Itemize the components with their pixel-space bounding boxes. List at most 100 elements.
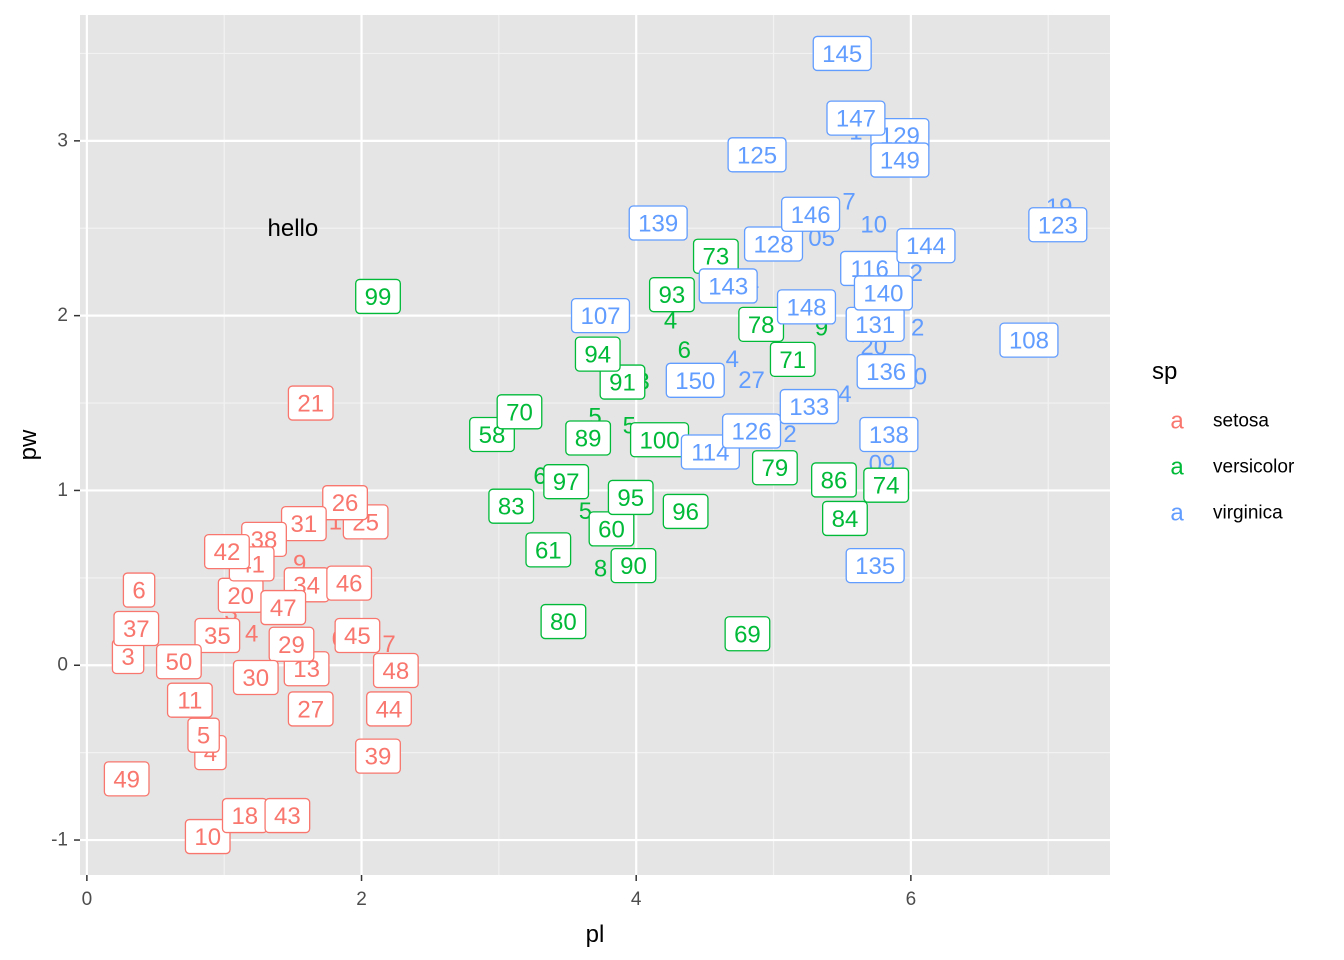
point-label-box [496, 394, 543, 430]
point-label-box [727, 137, 787, 173]
point-label: 50 [155, 644, 202, 680]
point-label: 69 [724, 616, 771, 652]
overlapped-point-label: 7 [382, 631, 395, 658]
legend-label: versicolor [1213, 457, 1295, 478]
legend-label: setosa [1213, 411, 1269, 432]
point-label: 148 [776, 289, 837, 325]
point-label-box [845, 547, 905, 584]
point-label-text: 128 [754, 231, 794, 258]
point-label: 73 [692, 238, 739, 274]
point-label: 97 [543, 464, 590, 500]
point-label-text: 145 [822, 41, 862, 68]
point-label: 3 [111, 638, 145, 675]
point-label-box [287, 691, 334, 727]
point-label-box [366, 691, 412, 727]
point-label-text: 96 [672, 499, 699, 526]
point-label-text: 143 [708, 273, 748, 300]
point-label: 138 [859, 416, 919, 453]
legend-key: a [1170, 454, 1184, 481]
point-label-text: 146 [791, 202, 831, 229]
point-label-text: 26 [332, 490, 359, 517]
point-label: 27 [287, 691, 334, 727]
point-label: 133 [779, 388, 839, 425]
point-label-text: 91 [609, 370, 636, 397]
y-tick-label: 1 [57, 480, 68, 501]
point-label-text: 131 [855, 312, 895, 339]
grid-major [80, 15, 1110, 875]
y-tick-label: 0 [57, 655, 68, 676]
point-label: 147 [826, 100, 886, 136]
overlapped-point-label: 10 [860, 211, 887, 238]
overlapped-point-label: 4 [838, 381, 851, 408]
point-label-box [287, 385, 334, 421]
point-label-text: 126 [732, 419, 772, 446]
point-label-box [769, 341, 816, 377]
y-tick-label: 2 [57, 305, 68, 326]
point-label: 93 [648, 277, 695, 313]
point-label: 74 [863, 467, 910, 503]
point-labels: 3456101113182021252627293031343537383941… [103, 35, 1088, 855]
point-label: 79 [751, 450, 798, 486]
overlapped-point-label: 4 [726, 346, 739, 373]
point-label-box [322, 485, 369, 521]
point-label-text: 93 [659, 282, 686, 309]
point-label: 47 [260, 589, 307, 626]
point-label-text: 70 [506, 399, 533, 426]
point-label: 21 [287, 385, 334, 421]
point-label-box [599, 364, 646, 400]
overlapped-point-label: 4 [664, 307, 677, 334]
point-label: 18 [221, 797, 268, 834]
point-label: 146 [781, 196, 841, 232]
point-label-text: 21 [297, 391, 324, 418]
point-label-box [540, 603, 587, 640]
point-label-box [607, 479, 654, 516]
point-label-text: 47 [270, 595, 297, 622]
point-label-text: 39 [365, 744, 392, 771]
point-label-text: 71 [779, 347, 806, 374]
point-label-box [203, 533, 250, 570]
y-axis-ticks: -1 0 1 2 3 [51, 130, 80, 851]
point-label-box [334, 617, 381, 654]
point-label-text: 78 [748, 312, 775, 339]
legend-key: a [1170, 500, 1184, 527]
legend: sp a setosa a versicolor a virginica [1152, 358, 1295, 527]
annotation-text: hello [268, 215, 319, 242]
point-label-text: 125 [737, 142, 777, 169]
point-label-box [853, 275, 914, 311]
point-label-text: 49 [113, 766, 140, 793]
legend-entries: a setosa a versicolor a virginica [1170, 408, 1295, 527]
point-label-text: 45 [344, 623, 371, 650]
point-label-text: 18 [231, 803, 258, 830]
point-label: 84 [821, 500, 868, 537]
point-label-box [122, 572, 156, 608]
point-label-box [488, 488, 535, 524]
point-label-text: 35 [204, 623, 231, 650]
point-label-text: 73 [703, 244, 730, 271]
point-label: 26 [322, 485, 369, 521]
point-label: 5 [187, 717, 220, 753]
point-label-box [103, 761, 150, 797]
point-label: 136 [856, 353, 916, 390]
y-tick-label: 3 [57, 130, 68, 151]
point-label: 145 [812, 35, 872, 72]
legend-label: virginica [1213, 503, 1283, 524]
point-label-text: 135 [855, 553, 895, 580]
point-label-text: 61 [535, 537, 562, 564]
point-label-text: 108 [1009, 328, 1049, 355]
point-label-box [648, 277, 695, 313]
point-label-text: 79 [762, 455, 789, 482]
point-label-text: 6 [132, 578, 145, 605]
x-tick-label: 0 [82, 889, 93, 910]
point-label: 45 [334, 617, 381, 654]
point-label-box [821, 500, 868, 537]
point-label-text: 138 [869, 422, 909, 449]
point-label-box [724, 616, 771, 652]
point-label-text: 150 [675, 368, 715, 395]
overlapped-point-label: 6 [678, 337, 691, 364]
point-label-text: 94 [584, 342, 611, 369]
point-label-text: 86 [821, 467, 848, 494]
point-label-text: 20 [227, 583, 254, 610]
point-label-text: 29 [278, 632, 305, 659]
point-label: 6 [122, 572, 156, 608]
point-label: 90 [610, 547, 657, 584]
